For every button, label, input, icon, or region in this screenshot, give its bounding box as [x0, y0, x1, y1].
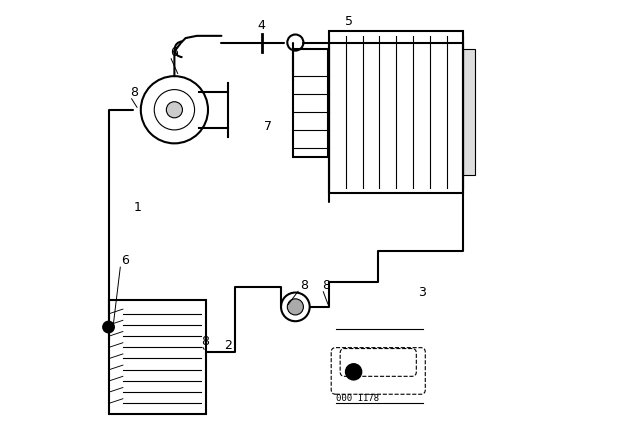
- Bar: [463, 49, 475, 175]
- Text: 6: 6: [121, 254, 129, 267]
- Bar: [293, 49, 328, 157]
- Text: 1: 1: [134, 201, 142, 214]
- Text: 4: 4: [257, 19, 265, 32]
- Text: 5: 5: [345, 15, 353, 28]
- Bar: [329, 31, 463, 193]
- Circle shape: [287, 299, 303, 315]
- Text: 3: 3: [419, 286, 426, 299]
- Circle shape: [166, 102, 182, 118]
- Text: 8: 8: [323, 279, 330, 292]
- Circle shape: [104, 323, 113, 332]
- Text: 000 1178: 000 1178: [336, 394, 379, 403]
- Text: 8: 8: [300, 279, 308, 292]
- Circle shape: [346, 364, 362, 380]
- Text: 8: 8: [130, 86, 138, 99]
- Text: 2: 2: [224, 340, 232, 353]
- Text: 7: 7: [264, 120, 273, 133]
- Bar: [109, 300, 206, 414]
- Text: 6: 6: [170, 46, 178, 59]
- Text: 8: 8: [202, 335, 209, 348]
